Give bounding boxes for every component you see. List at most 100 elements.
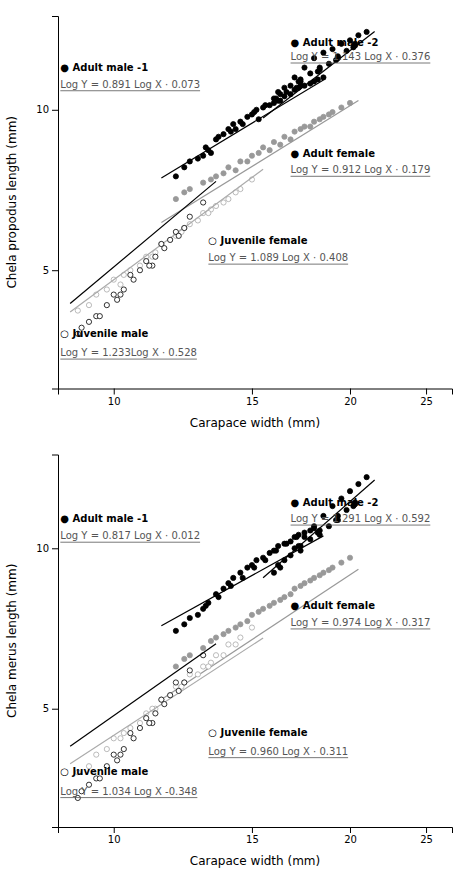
scatter-point [271, 570, 276, 575]
fit-line [70, 644, 216, 746]
scatter-point [256, 609, 261, 614]
scatter-point [111, 292, 116, 297]
scatter-point [326, 112, 331, 117]
scatter-point [226, 196, 231, 201]
scatter-point [231, 122, 236, 127]
x-tick: 15 [246, 827, 259, 845]
scatter-point [208, 638, 213, 643]
scatter-point [278, 565, 283, 570]
scatter-point [104, 287, 109, 292]
scatter-point [326, 524, 331, 529]
scatter-point [187, 653, 192, 658]
x-axis-line [59, 828, 453, 834]
equation-label: Log Y = 0.891 Log X · 0.073 [60, 79, 200, 90]
scatter-point [347, 489, 352, 494]
y-axis: 510 [36, 455, 58, 828]
scatter-point [278, 92, 283, 97]
x-axis-title: Carapace width (mm) [190, 416, 320, 430]
x-tick-label: 25 [420, 396, 433, 407]
annotations: ● Adult male -1 Log Y = 0.817 Log X · 0.0… [60, 497, 430, 797]
scatter-point [121, 746, 126, 751]
scatter-point [221, 653, 226, 658]
equation-label: Log Y = 0.817 Log X · 0.012 [60, 530, 200, 541]
scatter-point [364, 29, 369, 34]
chart-root: 10152025510Carapace width (mm)Chela prop… [0, 0, 474, 877]
x-tick-mark [114, 827, 115, 833]
scatter-point [176, 233, 181, 238]
scatter-point [137, 268, 142, 273]
y-tick-mark [52, 709, 58, 710]
equation-label: Log Y = 1.291 Log X · 0.592 [291, 513, 431, 524]
scatter-point [97, 314, 102, 319]
scatter-point [118, 736, 123, 741]
equation-underline [291, 176, 431, 177]
scatter-point [308, 71, 313, 76]
scatter-point [298, 79, 303, 84]
equation-underline [208, 757, 348, 758]
x-tick: 10 [108, 827, 121, 845]
scatter-point [317, 573, 322, 578]
x-tick: 10 [108, 389, 121, 407]
equation-underline [60, 797, 197, 798]
scatter-point [115, 758, 120, 763]
scatter-point [302, 534, 307, 539]
scatter-point [121, 287, 126, 292]
scatter-point [263, 103, 268, 108]
scatter-point [168, 237, 173, 242]
scatter-point [187, 214, 192, 219]
scatter-point [203, 145, 208, 150]
y-tick-label: 10 [36, 104, 49, 115]
equation-label: Log Y = 0.974 Log X · 0.317 [291, 617, 431, 628]
y-tick: 5 [43, 265, 58, 276]
scatter-point [254, 558, 259, 563]
scatter-point [131, 736, 136, 741]
scatter-point [292, 586, 297, 591]
x-tick-mark [426, 389, 427, 395]
fit-line [161, 536, 323, 626]
scatter-point [245, 619, 250, 624]
scatter-point [317, 117, 322, 122]
scatter-point [278, 597, 283, 602]
scatter-point [288, 592, 293, 597]
annotations: ● Adult male -1Log Y = 0.891 Log X · 0.0… [60, 37, 430, 360]
equation-label: Log Y = 0.960 Log X · 0.311 [208, 746, 348, 757]
scatter-point [267, 603, 272, 608]
scatter-point [128, 730, 133, 735]
equation-underline [291, 628, 431, 629]
y-tick-mark [52, 270, 58, 271]
x-tick-mark [350, 389, 351, 395]
x-tick-mark [252, 389, 253, 395]
scatter-point [271, 96, 276, 101]
equation-label: Log Y = 1.233Log X · 0.528 [60, 347, 197, 358]
scatter-point [111, 752, 116, 757]
scatter-point [356, 481, 361, 486]
scatter-point [173, 664, 178, 669]
scatter-point [311, 119, 316, 124]
scatter-point [240, 122, 245, 127]
scatter-point [256, 150, 261, 155]
group-label: ● Adult male -1 [60, 513, 148, 524]
scatter-point [267, 148, 272, 153]
scatter-point [121, 730, 126, 735]
y-axis-title: Chela propodus length (mm) [5, 116, 19, 289]
scatter-point [201, 180, 206, 185]
scatter-point [233, 126, 238, 131]
scatter-point [233, 168, 238, 173]
scatter-point [195, 672, 200, 677]
x-axis: 10152025 [59, 827, 453, 845]
x-tick-label: 15 [246, 834, 259, 845]
scatter-point [278, 142, 283, 147]
scatter-point [131, 277, 136, 282]
x-tick-label: 20 [344, 834, 357, 845]
fit-line [70, 181, 216, 303]
y-tick: 5 [43, 703, 58, 714]
scatter-point [292, 75, 297, 80]
x-tick-label: 10 [108, 396, 121, 407]
x-tick: 20 [344, 389, 357, 407]
scatter-point [249, 625, 254, 630]
fit-line [161, 80, 323, 178]
scatter-point [347, 555, 352, 560]
x-tick-label: 15 [246, 396, 259, 407]
scatter-point [187, 186, 192, 191]
scatter-point [182, 656, 187, 661]
